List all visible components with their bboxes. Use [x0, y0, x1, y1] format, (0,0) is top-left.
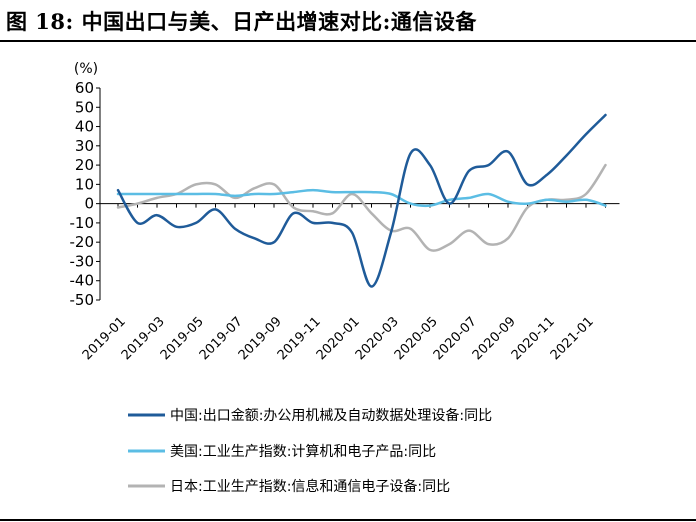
figure-title: 图 18: 中国出口与美、日产出增速对比:通信设备	[6, 9, 477, 34]
x-tick-label: 2021-01	[548, 314, 597, 363]
series-line-2	[116, 163, 607, 252]
y-tick-label: 30	[75, 137, 94, 155]
title-rule	[0, 40, 696, 42]
legend-label-1: 美国:工业生产指数:计算机和电子产品:同比	[170, 444, 436, 460]
y-tick-label: 40	[75, 118, 94, 136]
y-tick-label: 60	[75, 79, 94, 97]
bottom-rule	[0, 519, 696, 521]
y-tick-label: -40	[70, 272, 95, 290]
y-tick-label: 10	[75, 175, 94, 193]
series-line-1	[116, 188, 607, 208]
y-tick-label: -20	[70, 233, 95, 251]
y-tick-label: -50	[70, 291, 95, 309]
y-tick-label: 0	[84, 195, 94, 213]
y-tick-label: 20	[75, 156, 94, 174]
legend-label-0: 中国:出口金额:办公用机械及自动数据处理设备:同比	[170, 407, 492, 424]
y-tick-label: -10	[70, 214, 95, 232]
y-tick-label: -30	[70, 252, 95, 270]
legend-label-2: 日本:工业生产指数:信息和通信电子设备:同比	[170, 478, 450, 495]
series-line-0	[116, 113, 607, 288]
line-chart: -50-40-30-20-100102030405060(%)2019-0120…	[70, 61, 620, 495]
y-tick-label: 50	[75, 98, 94, 116]
y-unit-label: (%)	[74, 61, 98, 77]
